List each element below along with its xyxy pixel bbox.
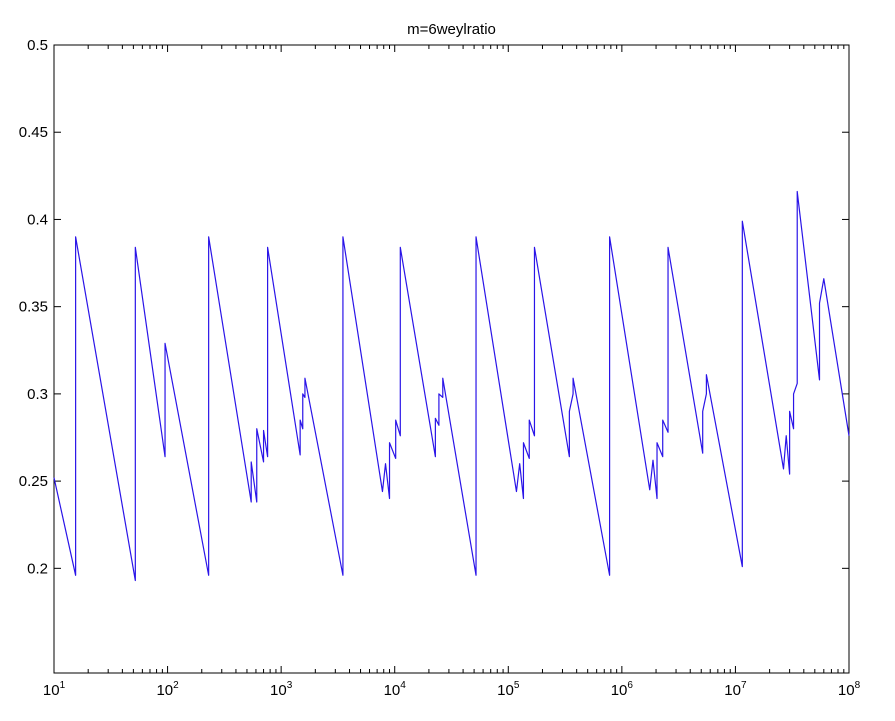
- x-tick-base: 10: [838, 682, 855, 699]
- x-tick-base: 10: [724, 682, 741, 699]
- x-tick-base: 10: [270, 682, 287, 699]
- series-line: [53, 190, 850, 582]
- x-tick-exponent: 6: [627, 680, 633, 691]
- x-tick-exponent: 1: [60, 680, 66, 691]
- x-tick-base: 10: [43, 682, 60, 699]
- y-tick-label: 0.45: [19, 124, 48, 141]
- x-tick-label: 101: [43, 680, 66, 699]
- x-tick-base: 10: [384, 682, 401, 699]
- chart-title: m=6weylratio: [407, 21, 496, 38]
- y-tick-label: 0.3: [27, 386, 48, 403]
- x-tick-base: 10: [156, 682, 173, 699]
- x-tick-label: 106: [611, 680, 634, 699]
- plot-frame: [53, 44, 850, 674]
- plot-area-box: [53, 44, 850, 674]
- x-tick-exponent: 8: [855, 680, 861, 691]
- x-tick-label: 107: [724, 680, 747, 699]
- y-tick-label: 0.5: [27, 37, 48, 54]
- x-tick-label: 102: [156, 680, 179, 699]
- x-tick-exponent: 4: [400, 680, 406, 691]
- x-tick-exponent: 3: [287, 680, 293, 691]
- x-tick-exponent: 2: [173, 680, 179, 691]
- series-layer: [53, 190, 850, 582]
- x-tick-base: 10: [497, 682, 514, 699]
- y-tick-label: 0.25: [19, 473, 48, 490]
- x-tick-label: 108: [838, 680, 861, 699]
- y-axis: 0.2 0.25 0.3 0.35 0.4 0.45 0.5: [19, 37, 849, 577]
- y-tick-label: 0.35: [19, 299, 48, 316]
- x-tick-label: 105: [497, 680, 520, 699]
- x-tick-label: 104: [384, 680, 407, 699]
- x-tick-exponent: 5: [514, 680, 520, 691]
- x-tick-label: 103: [270, 680, 293, 699]
- y-tick-label: 0.4: [27, 211, 48, 228]
- y-tick-label: 0.2: [27, 560, 48, 577]
- x-axis: 101 102 103 104 105 106 107 108: [43, 45, 861, 699]
- x-tick-exponent: 7: [741, 680, 747, 691]
- x-tick-base: 10: [611, 682, 628, 699]
